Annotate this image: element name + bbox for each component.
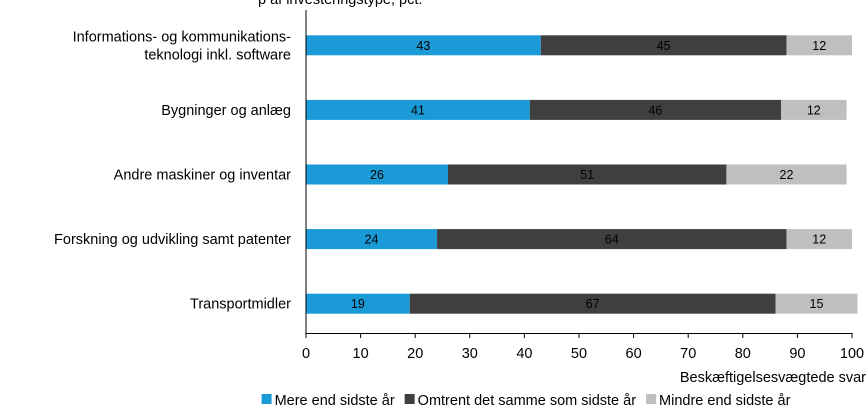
bar-2-3 <box>447 164 727 185</box>
bar-value-label-3-3: 22 <box>780 168 794 182</box>
category-label-1: Informations- og kommunikations-teknolog… <box>73 29 292 63</box>
x-axis-label: Beskæftigelsesvægtede svar <box>680 370 866 386</box>
bar-3-1 <box>786 35 852 56</box>
x-tick-label-7: 60 <box>626 346 642 362</box>
x-tick-label-4: 30 <box>462 346 478 362</box>
legend: Mere end sidste år Omtrent det samme som … <box>261 393 791 409</box>
bar-value-label-1-5: 19 <box>351 297 365 311</box>
bar-value-label-3-4: 12 <box>812 233 826 247</box>
x-tick-label-3: 20 <box>407 346 423 362</box>
bar-3-4 <box>786 229 852 250</box>
x-tick-label-5: 40 <box>516 346 532 362</box>
bar-value-label-2-4: 64 <box>605 233 619 247</box>
chart-title: p af investeringstype, pct. <box>258 0 422 8</box>
legend-label-2: Omtrent det samme som sidste år <box>418 393 637 409</box>
legend-label-1: Mere end sidste år <box>275 393 395 409</box>
bar-value-label-2-3: 51 <box>580 168 594 182</box>
bar-3-5 <box>775 293 858 314</box>
x-tick-label-9: 80 <box>735 346 751 362</box>
bar-value-label-1-2: 41 <box>411 103 425 117</box>
category-label-4: Forskning og udvikling samt patenter <box>54 232 291 248</box>
category-label-5: Transportmidler <box>190 297 291 313</box>
bar-2-2 <box>529 99 782 120</box>
bar-value-label-3-1: 12 <box>812 39 826 53</box>
bar-value-label-1-3: 26 <box>370 168 384 182</box>
legend-swatch-3 <box>646 394 657 404</box>
x-tick-label-2: 10 <box>353 346 369 362</box>
bar-value-label-3-2: 12 <box>807 103 821 117</box>
legend-label-3: Mindre end sidste år <box>659 393 791 409</box>
bar-3-3 <box>726 164 847 185</box>
bar-value-label-2-2: 46 <box>648 103 662 117</box>
x-tick-label-8: 70 <box>680 346 696 362</box>
legend-swatch-1 <box>261 394 272 404</box>
x-tick-label-1: 0 <box>302 346 310 362</box>
x-tick-label-10: 90 <box>789 346 805 362</box>
bar-value-label-1-1: 43 <box>416 39 430 53</box>
bar-2-5 <box>409 293 776 314</box>
bar-2-4 <box>437 229 787 250</box>
x-tick-label-6: 50 <box>571 346 587 362</box>
bar-1-2 <box>306 99 530 120</box>
bar-value-label-3-5: 15 <box>810 297 824 311</box>
bar-2-1 <box>540 35 787 56</box>
category-label-2: Bygninger og anlæg <box>161 103 291 119</box>
bar-value-label-1-4: 24 <box>365 233 379 247</box>
category-label-3: Andre maskiner og inventar <box>114 168 291 184</box>
bar-3-2 <box>781 99 847 120</box>
x-tick-label-11: 100 <box>840 346 864 362</box>
bar-value-label-2-1: 45 <box>657 39 671 53</box>
bar-1-4 <box>306 229 438 250</box>
bar-1-3 <box>306 164 448 185</box>
bar-value-label-2-5: 67 <box>586 297 600 311</box>
bar-1-1 <box>306 35 541 56</box>
bar-1-5 <box>306 293 410 314</box>
legend-swatch-2 <box>404 394 415 404</box>
